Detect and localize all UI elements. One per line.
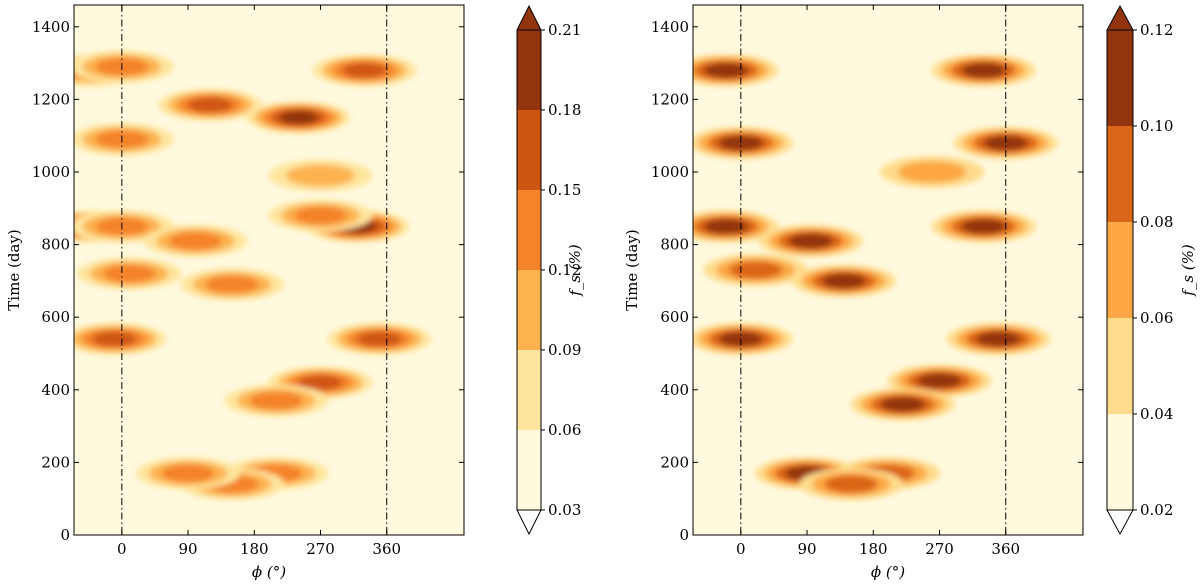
left-y-tick-label: 1400 (32, 18, 70, 36)
left-contour-blob (298, 375, 343, 391)
left-contour-blob (279, 110, 318, 125)
right-plot-area (693, 5, 1058, 535)
left-colorbar-segment (517, 190, 541, 270)
right-x-tick-label: 90 (798, 540, 817, 558)
right-contour-blob (704, 62, 749, 78)
left-contour-blob (294, 206, 347, 225)
left-contour-blob (92, 331, 137, 347)
right-contour-blob (729, 261, 782, 279)
left-x-tick-label: 180 (240, 540, 269, 558)
right-x-tick-label: 270 (925, 540, 954, 558)
left-colorbar-tick-label: 0.12 (548, 261, 581, 279)
right-colorbar-segment (1107, 414, 1133, 510)
left-colorbar: 0.03 0.06 0.09 0.12 0.15 0.18 0.21 (516, 4, 581, 536)
right-colorbar-tick-label: 0.08 (1140, 213, 1173, 231)
right-chart: 0 90 180 270 360 0 200 400 600 800 1000 1200 1400 ϕ … (623, 4, 1197, 581)
left-contour-blob (102, 264, 156, 283)
right-y-tick-label: 1200 (651, 90, 689, 108)
left-colorbar-tick-label: 0.06 (548, 421, 581, 439)
left-contour-blob (286, 164, 355, 187)
right-y-tick-label: 0 (679, 526, 689, 544)
right-colorbar: 0.02 0.04 0.06 0.08 0.10 0.12 (1106, 4, 1173, 536)
right-colorbar-tick-label: 0.02 (1140, 501, 1173, 519)
right-colorbar-tick-label: 0.04 (1140, 405, 1173, 423)
left-colorbar-segment (517, 350, 541, 430)
right-contour-blob (704, 218, 749, 234)
left-colorbar-tick-label: 0.15 (548, 181, 581, 199)
right-contour-blob (961, 218, 1006, 234)
right-y-axis-label: Time (day) (623, 229, 641, 310)
left-colorbar-segment (517, 270, 541, 350)
right-colorbar-segment (1107, 126, 1133, 222)
left-y-tick-label: 1200 (32, 90, 70, 108)
left-y-tick-label: 400 (41, 381, 70, 399)
left-contour-blob (161, 464, 215, 483)
left-y-tick-label: 1000 (32, 163, 70, 181)
right-contour-blob (788, 233, 833, 249)
left-x-tick-label: 90 (179, 540, 198, 558)
right-colorbar-segment (1107, 30, 1133, 126)
left-x-tick-label: 360 (372, 540, 401, 558)
right-colorbar-segment (1107, 318, 1133, 414)
left-contour-blob (205, 275, 259, 294)
left-y-tick-label: 200 (41, 453, 70, 471)
left-x-tick-label: 270 (306, 540, 335, 558)
left-axes: 0 90 180 270 360 0 200 400 600 800 1000 1200 1400 (32, 5, 464, 558)
right-colorbar-label: f_s (%) (1179, 244, 1197, 297)
right-contour-blob (917, 373, 962, 389)
right-contour-blob (976, 331, 1021, 347)
right-y-tick-label: 1400 (651, 18, 689, 36)
left-contour-blob (249, 391, 303, 410)
right-x-axis-label: ϕ (°) (871, 563, 905, 581)
left-plot-frame (73, 4, 465, 536)
right-y-tick-label: 800 (660, 236, 689, 254)
left-colorbar-extend-min (516, 509, 542, 536)
right-contour-blob (824, 475, 878, 493)
right-colorbar-extend-max (1106, 4, 1134, 31)
left-x-axis-label: ϕ (°) (252, 563, 286, 581)
left-colorbar-tick-label: 0.21 (548, 21, 581, 39)
left-y-axis-label: Time (day) (5, 229, 23, 310)
right-y-tick-label: 200 (660, 453, 689, 471)
left-contour-blob (357, 331, 402, 347)
left-x-tick-label: 0 (117, 540, 127, 558)
right-colorbar-tick-label: 0.10 (1140, 117, 1173, 135)
left-y-tick-label: 800 (41, 236, 70, 254)
left-colorbar-tick-label: 0.03 (548, 501, 581, 519)
left-y-tick-label: 600 (41, 308, 70, 326)
left-colorbar-segment (517, 430, 541, 510)
left-colorbar-segment (517, 30, 541, 110)
right-contour-blob (718, 135, 763, 151)
right-y-tick-label: 400 (660, 381, 689, 399)
right-colorbar-tick-label: 0.06 (1140, 309, 1173, 327)
right-axes: 0 90 180 270 360 0 200 400 600 800 1000 1200 1400 (651, 5, 1083, 558)
right-y-tick-label: 1000 (651, 163, 689, 181)
left-chart: 0 90 180 270 360 0 200 400 600 800 1000 1200 1400 ϕ … (5, 4, 584, 581)
right-colorbar-extend-min (1106, 509, 1134, 536)
left-contour-blob (342, 62, 387, 78)
right-colorbar-tick-label: 0.12 (1140, 21, 1173, 39)
left-colorbar-extend-max (516, 4, 542, 31)
left-colorbar-tick-label: 0.18 (548, 101, 581, 119)
left-plot-area (74, 5, 432, 535)
right-y-tick-label: 600 (660, 308, 689, 326)
left-contour-blob (169, 232, 222, 250)
left-colorbar-tick-label: 0.09 (548, 341, 581, 359)
right-plot-frame (692, 4, 1084, 536)
left-contour-blob (188, 97, 233, 113)
right-contour-blob (897, 160, 967, 183)
right-contour-blob (880, 396, 925, 412)
right-contour-blob (821, 273, 866, 289)
right-colorbar-frame (1106, 29, 1134, 511)
right-contour-blob (961, 62, 1006, 78)
left-colorbar-segment (517, 110, 541, 190)
left-y-tick-label: 0 (60, 526, 70, 544)
right-colorbar-segment (1107, 222, 1133, 318)
right-x-tick-label: 0 (736, 540, 746, 558)
right-x-tick-label: 180 (859, 540, 888, 558)
right-x-tick-label: 360 (991, 540, 1020, 558)
right-contour-blob (983, 135, 1028, 151)
left-colorbar-label: f_s (%) (566, 244, 584, 297)
